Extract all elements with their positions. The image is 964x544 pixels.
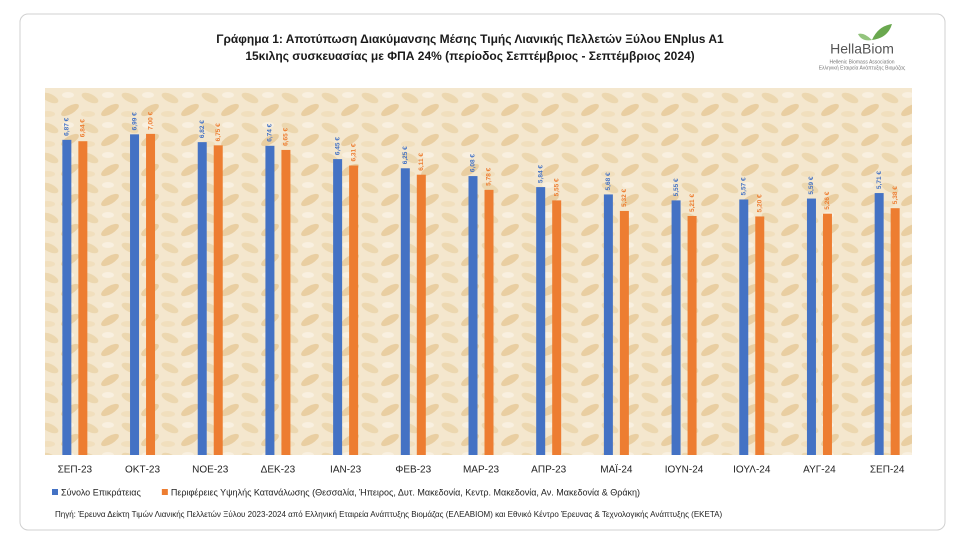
bar (619, 210, 629, 455)
x-tick-label: ΝΟΕ-23 (192, 465, 229, 476)
value-label: 6,08 € (470, 154, 477, 172)
value-label: 5,26 € (824, 191, 831, 209)
logo: HellaBiom Hellenic Biomass Association Ε… (819, 24, 906, 71)
logo-leaf (858, 33, 872, 41)
value-label: 6,45 € (334, 137, 341, 155)
bar (468, 176, 478, 455)
value-label: 5,59 € (808, 176, 815, 194)
value-label: 7,00 € (147, 111, 154, 129)
bar (62, 139, 72, 455)
x-tick-label: ΜΑΪ-24 (600, 464, 633, 476)
value-label: 6,82 € (199, 120, 206, 138)
x-tick-label: ΣΕΠ-24 (870, 465, 905, 476)
bar (484, 189, 494, 455)
bar (333, 159, 343, 455)
bar (130, 134, 140, 456)
value-label: 5,78 € (486, 167, 493, 185)
logo-name: HellaBiom (830, 41, 894, 57)
bar (890, 208, 900, 455)
bar (552, 200, 562, 455)
chart-title: Γράφημα 1: Αποτύπωση Διακύμανσης Μέσης Τ… (216, 32, 724, 46)
value-label: 6,25 € (402, 146, 409, 164)
x-tick-label: ΜΑΡ-23 (463, 465, 500, 476)
chart-title: 15κιλης συσκευασίας με ΦΠΑ 24% (περίοδος… (245, 49, 694, 63)
bar (349, 165, 359, 455)
value-label: 5,57 € (740, 177, 747, 195)
logo-leaf (872, 24, 892, 40)
bar (755, 216, 765, 455)
x-tick-label: ΔΕΚ-23 (261, 465, 296, 476)
value-label: 5,55 € (553, 178, 560, 196)
legend-swatch (161, 489, 168, 495)
legend-swatch (52, 489, 58, 495)
legend-label: Σύνολο Επικράτειας (61, 487, 141, 497)
bar (400, 168, 410, 455)
value-label: 5,55 € (673, 178, 680, 196)
bar (146, 133, 156, 455)
value-label: 5,21 € (689, 194, 696, 212)
bar (874, 193, 884, 455)
value-label: 6,31 € (350, 143, 357, 161)
value-label: 6,84 € (80, 119, 87, 137)
x-tick-label: ΣΕΠ-23 (58, 465, 93, 476)
x-tick-label: ΙΟΥΝ-24 (665, 465, 704, 476)
bar (806, 198, 816, 455)
value-label: 6,75 € (215, 123, 222, 141)
value-label: 5,84 € (537, 165, 544, 183)
value-label: 6,87 € (64, 117, 71, 135)
bar (281, 149, 291, 455)
bar (197, 142, 207, 455)
x-tick-label: ΑΥΓ-24 (803, 465, 836, 476)
x-tick-label: ΙΟΥΛ-24 (733, 465, 771, 476)
value-label: 5,38 € (892, 186, 899, 204)
value-label: 6,74 € (267, 123, 274, 141)
bar (536, 187, 546, 455)
source-note: Πηγή: Έρευνα Δείκτη Τιμών Λιανικής Πελλε… (55, 510, 722, 519)
bar (671, 200, 681, 455)
bar (416, 174, 426, 456)
value-label: 6,99 € (131, 112, 138, 130)
bar (603, 194, 613, 455)
bar (78, 141, 88, 455)
x-tick-label: ΑΠΡ-23 (531, 465, 566, 476)
value-label: 6,65 € (283, 127, 290, 145)
logo-subtitle: Hellenic Biomass Association (829, 59, 894, 65)
bar (739, 199, 749, 455)
value-label: 6,11 € (418, 153, 425, 171)
bar (213, 145, 223, 455)
x-tick-label: ΙΑΝ-23 (330, 465, 362, 476)
plot-background (45, 88, 912, 455)
bar (687, 215, 697, 455)
x-tick-label: ΟΚΤ-23 (125, 465, 160, 476)
logo-subtitle: Ελληνική Εταιρεία Ανάπτυξης Βιομάζας (819, 64, 906, 71)
value-label: 5,32 € (621, 188, 628, 206)
bar (265, 145, 275, 456)
x-tick-label: ΦΕΒ-23 (395, 465, 431, 476)
value-label: 5,71 € (876, 171, 883, 189)
bar (822, 213, 832, 455)
legend-label: Περιφέρειες Υψηλής Κατανάλωσης (Θεσσαλία… (171, 487, 640, 497)
value-label: 5,68 € (605, 172, 612, 190)
value-label: 5,20 € (756, 194, 763, 212)
